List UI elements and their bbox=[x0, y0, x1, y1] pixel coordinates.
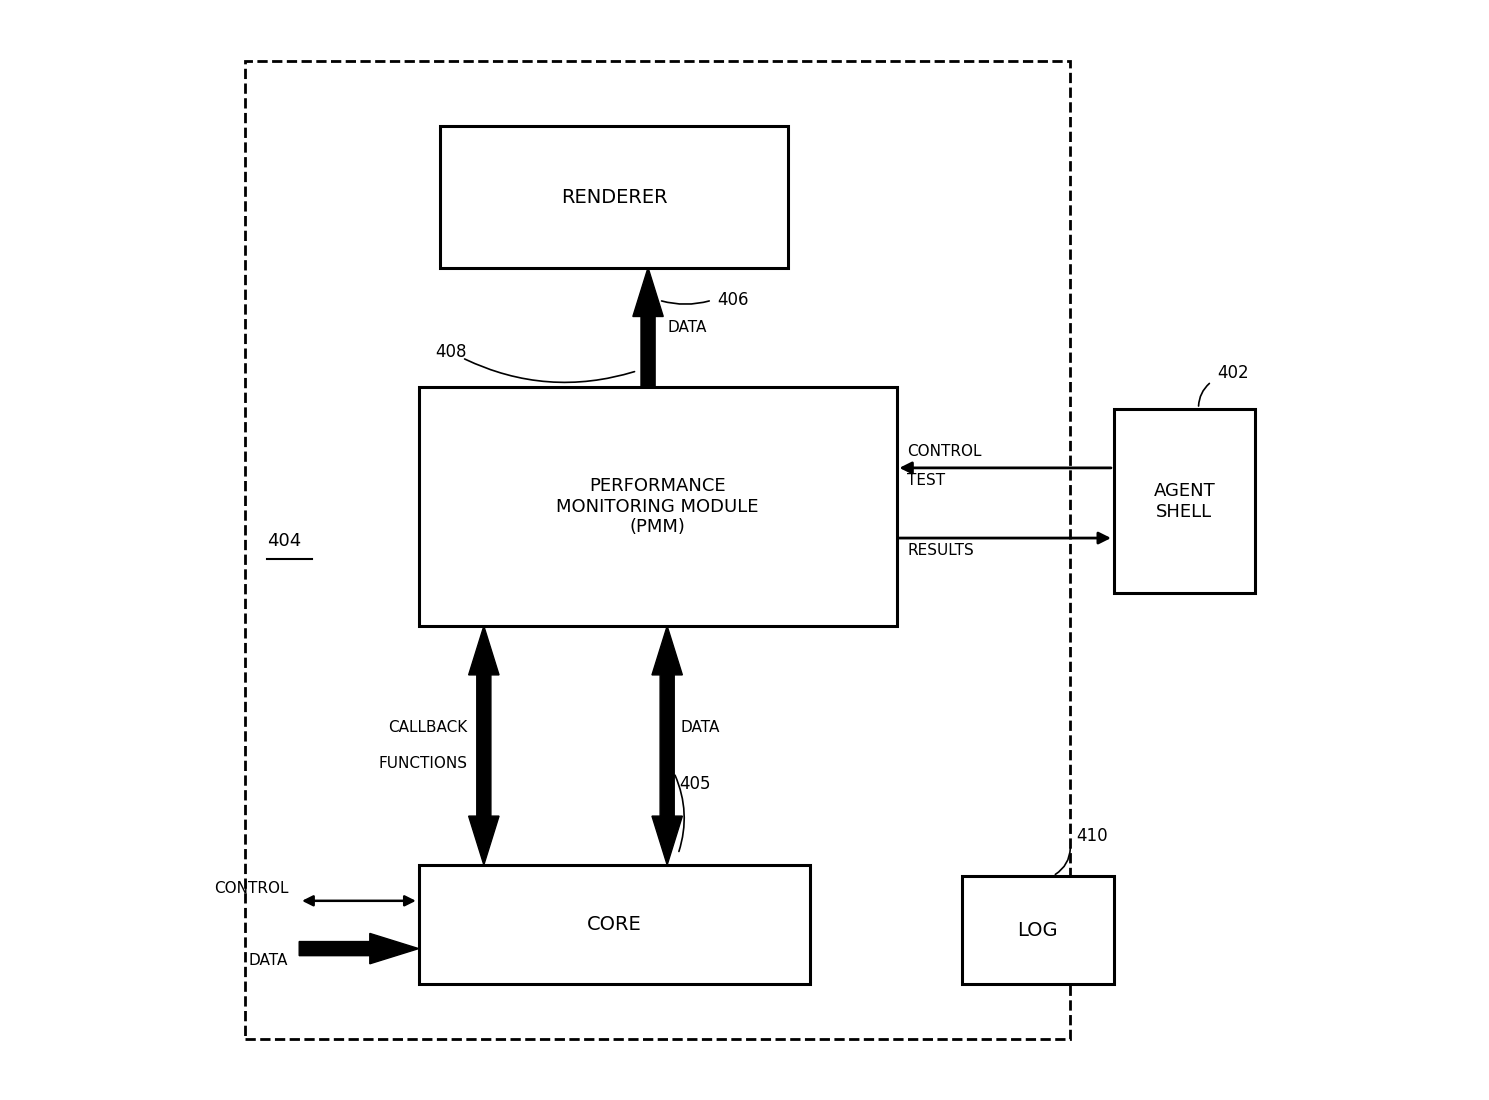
Bar bbox=[1114, 409, 1255, 593]
Polygon shape bbox=[652, 816, 682, 865]
Text: CALLBACK: CALLBACK bbox=[389, 719, 468, 735]
Polygon shape bbox=[469, 816, 499, 865]
Text: DATA: DATA bbox=[249, 953, 289, 968]
Text: FUNCTIONS: FUNCTIONS bbox=[378, 757, 468, 771]
Text: 406: 406 bbox=[718, 292, 749, 309]
Bar bbox=[441, 126, 788, 267]
Polygon shape bbox=[652, 626, 682, 816]
Bar bbox=[418, 387, 896, 626]
Text: RENDERER: RENDERER bbox=[561, 187, 667, 207]
Text: AGENT
SHELL: AGENT SHELL bbox=[1154, 482, 1215, 520]
Text: 410: 410 bbox=[1075, 827, 1108, 846]
Text: DATA: DATA bbox=[667, 320, 707, 334]
Text: DATA: DATA bbox=[680, 719, 719, 735]
Text: 404: 404 bbox=[267, 532, 301, 550]
Bar bbox=[244, 62, 1071, 1038]
Text: 405: 405 bbox=[679, 774, 710, 792]
Text: CONTROL: CONTROL bbox=[214, 881, 289, 896]
Text: TEST: TEST bbox=[907, 473, 946, 488]
Polygon shape bbox=[299, 934, 418, 964]
Text: RESULTS: RESULTS bbox=[907, 543, 974, 559]
Polygon shape bbox=[633, 267, 663, 387]
Text: 402: 402 bbox=[1217, 364, 1249, 382]
Text: CONTROL: CONTROL bbox=[907, 444, 981, 459]
Text: PERFORMANCE
MONITORING MODULE
(PMM): PERFORMANCE MONITORING MODULE (PMM) bbox=[557, 476, 759, 537]
Bar bbox=[418, 865, 810, 984]
Polygon shape bbox=[469, 626, 499, 816]
Text: 408: 408 bbox=[435, 343, 466, 361]
Bar bbox=[962, 876, 1114, 984]
Text: LOG: LOG bbox=[1017, 921, 1059, 939]
Text: CORE: CORE bbox=[587, 915, 642, 934]
